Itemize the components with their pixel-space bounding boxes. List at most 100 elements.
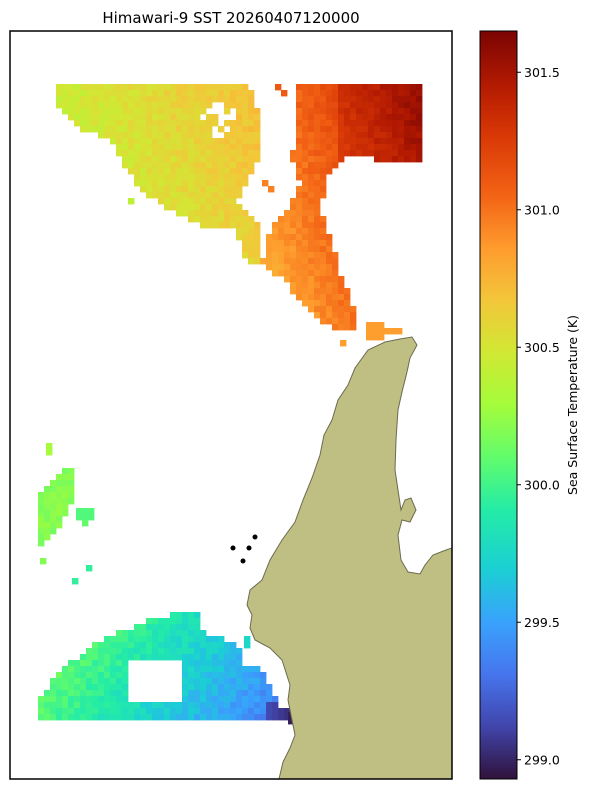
- sst-cell: [398, 114, 405, 121]
- sst-cell: [140, 636, 147, 643]
- sst-cell: [158, 198, 165, 205]
- sst-cell: [344, 114, 351, 121]
- sst-cells: [38, 84, 423, 725]
- sst-cell: [266, 708, 273, 715]
- sst-cell: [122, 648, 129, 655]
- sst-cell: [278, 216, 285, 223]
- sst-cell: [218, 222, 225, 229]
- sst-cell: [128, 150, 135, 157]
- sst-cell: [164, 654, 171, 661]
- sst-cell: [350, 150, 357, 157]
- sst-cell: [116, 108, 123, 115]
- sst-cell: [296, 282, 303, 289]
- sst-cell: [188, 132, 195, 139]
- sst-cell: [152, 618, 159, 625]
- sst-cell: [302, 270, 309, 277]
- sst-cell: [56, 504, 63, 511]
- sst-cell: [146, 96, 153, 103]
- sst-cell: [290, 228, 297, 235]
- sst-cell: [182, 144, 189, 151]
- sst-cell: [62, 474, 69, 481]
- sst-cell: [182, 198, 189, 205]
- sst-cell: [378, 322, 385, 329]
- sst-cell: [80, 108, 87, 115]
- sst-cell: [266, 234, 273, 241]
- sst-cell: [104, 696, 111, 703]
- sst-cell: [320, 276, 327, 283]
- sst-cell: [296, 156, 303, 163]
- sst-cell: [410, 90, 417, 97]
- sst-cell: [128, 708, 135, 715]
- sst-cell: [176, 96, 183, 103]
- sst-cell: [410, 114, 417, 121]
- sst-cell: [224, 186, 231, 193]
- sst-cell: [374, 102, 381, 109]
- sst-cell: [128, 630, 135, 637]
- sst-cell: [194, 156, 201, 163]
- sst-cell: [230, 138, 237, 145]
- sst-cell: [386, 96, 393, 103]
- sst-cell: [110, 660, 117, 667]
- sst-cell: [194, 204, 201, 211]
- sst-cell: [278, 252, 285, 259]
- sst-cell: [308, 198, 315, 205]
- sst-cell: [164, 126, 171, 133]
- sst-cell: [404, 102, 411, 109]
- sst-cell: [396, 328, 403, 335]
- sst-cell: [230, 204, 237, 211]
- sst-cell: [68, 102, 75, 109]
- sst-cell: [320, 294, 327, 301]
- sst-cell: [98, 660, 105, 667]
- sst-cell: [206, 138, 213, 145]
- sst-cell: [62, 690, 69, 697]
- sst-cell: [122, 120, 129, 127]
- sst-cell: [110, 654, 117, 661]
- sst-cell: [176, 708, 183, 715]
- sst-cell: [104, 708, 111, 715]
- sst-cell: [296, 252, 303, 259]
- sst-cell: [86, 126, 93, 133]
- sst-cell: [386, 90, 393, 97]
- sst-cell: [80, 126, 87, 133]
- sst-cell: [140, 714, 147, 721]
- sst-cell: [248, 228, 255, 235]
- sst-cell: [146, 84, 153, 91]
- sst-cell: [152, 84, 159, 91]
- sst-cell: [164, 102, 171, 109]
- sst-cell: [332, 138, 339, 145]
- sst-cell: [116, 666, 123, 673]
- sst-cell: [314, 216, 321, 223]
- sst-cell: [284, 258, 291, 265]
- sst-cell: [206, 120, 213, 127]
- sst-cell: [326, 282, 333, 289]
- sst-cell: [326, 132, 333, 139]
- sst-cell: [134, 108, 141, 115]
- sst-cell: [200, 162, 207, 169]
- sst-cell: [284, 246, 291, 253]
- sst-cell: [314, 240, 321, 247]
- sst-cell: [320, 282, 327, 289]
- sst-cell: [140, 180, 147, 187]
- sst-cell: [206, 84, 213, 91]
- sst-cell: [272, 222, 279, 229]
- sst-cell: [224, 204, 231, 211]
- sst-cell: [320, 132, 327, 139]
- sst-cell: [158, 180, 165, 187]
- sst-cell: [224, 684, 231, 691]
- sst-cell: [140, 702, 147, 709]
- sst-cell: [338, 102, 345, 109]
- point-marker: [230, 545, 236, 551]
- sst-cell: [194, 630, 201, 637]
- sst-cell: [212, 156, 219, 163]
- sst-cell: [344, 102, 351, 109]
- sst-cell: [242, 132, 249, 139]
- sst-cell: [194, 162, 201, 169]
- sst-cell: [254, 126, 261, 133]
- sst-cell: [146, 102, 153, 109]
- sst-cell: [332, 162, 339, 169]
- sst-cell: [146, 156, 153, 163]
- sst-cell: [272, 246, 279, 253]
- sst-cell: [290, 198, 297, 205]
- sst-cell: [314, 306, 321, 313]
- sst-cell: [68, 480, 75, 487]
